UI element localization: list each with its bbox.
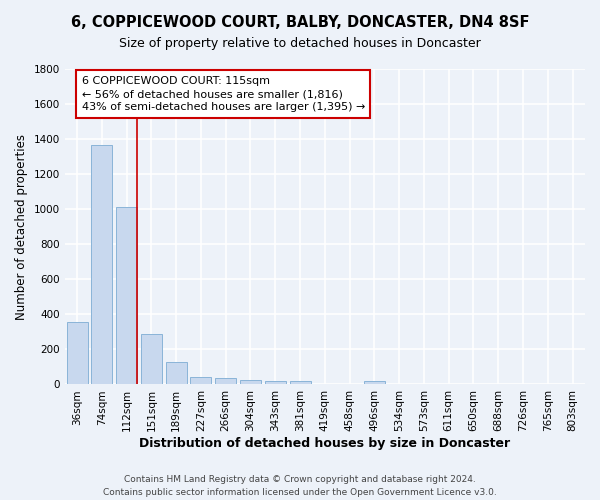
Bar [240, 380, 261, 384]
Bar [67, 322, 88, 384]
Text: 6, COPPICEWOOD COURT, BALBY, DONCASTER, DN4 8SF: 6, COPPICEWOOD COURT, BALBY, DONCASTER, … [71, 15, 529, 30]
Text: 6 COPPICEWOOD COURT: 115sqm
← 56% of detached houses are smaller (1,816)
43% of : 6 COPPICEWOOD COURT: 115sqm ← 56% of det… [82, 76, 365, 112]
Bar [215, 378, 236, 384]
Text: Size of property relative to detached houses in Doncaster: Size of property relative to detached ho… [119, 38, 481, 51]
X-axis label: Distribution of detached houses by size in Doncaster: Distribution of detached houses by size … [139, 437, 511, 450]
Bar [290, 382, 311, 384]
Bar [364, 381, 385, 384]
Bar [265, 381, 286, 384]
Bar [91, 145, 112, 384]
Y-axis label: Number of detached properties: Number of detached properties [15, 134, 28, 320]
Bar [116, 208, 137, 384]
Bar [141, 334, 162, 384]
Bar [166, 362, 187, 384]
Bar [190, 377, 211, 384]
Text: Contains HM Land Registry data © Crown copyright and database right 2024.
Contai: Contains HM Land Registry data © Crown c… [103, 476, 497, 497]
